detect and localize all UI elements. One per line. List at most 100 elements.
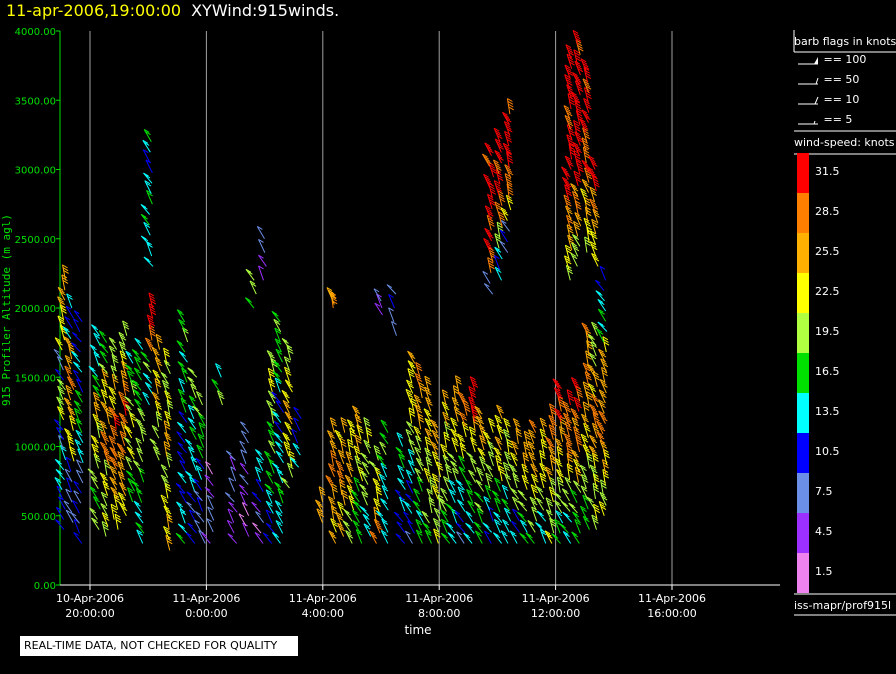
barb-flag [113, 359, 119, 364]
wind-barb [226, 519, 235, 534]
wind-barb [589, 464, 598, 479]
wind-barb [561, 176, 572, 190]
barb-shaft [455, 522, 466, 534]
barb-shaft [457, 433, 464, 448]
barb-shaft [469, 376, 476, 392]
barb-flag [508, 106, 514, 111]
wind-barb [488, 417, 496, 433]
barb-flag [330, 417, 336, 422]
barb-flag [91, 488, 97, 493]
barb-flag [92, 446, 99, 451]
barb-flag [537, 488, 544, 493]
barb-shaft [195, 457, 205, 470]
barb-flag [587, 345, 593, 350]
barb-flag [470, 376, 476, 381]
wind-barb [193, 490, 203, 502]
barb-flag [407, 360, 414, 365]
barb-flag [495, 479, 501, 484]
barb-shaft [256, 226, 265, 240]
barb-shaft [56, 378, 66, 391]
barb-flag [75, 429, 82, 434]
barb-flag [494, 246, 500, 251]
barb-flag [403, 511, 409, 516]
wind-barb [134, 511, 144, 524]
wind-barb [65, 385, 73, 401]
barb-shaft [346, 485, 354, 500]
barb-flag [591, 252, 597, 257]
wind-barb [397, 464, 405, 480]
barb-shaft [554, 458, 562, 473]
barb-shaft [574, 61, 581, 76]
wind-barb [176, 340, 186, 353]
barb-flag [502, 142, 509, 147]
barb-flag [581, 508, 587, 512]
barb-shaft [474, 491, 484, 503]
barb-shaft [216, 390, 223, 406]
barb-shaft [440, 518, 448, 533]
barb-flag [569, 132, 575, 136]
barb-shaft [75, 418, 83, 433]
barb-flag [485, 178, 492, 183]
barb-flag [92, 519, 99, 524]
barb-shaft [119, 431, 126, 446]
barb-flag [155, 403, 162, 408]
barb-flag [141, 431, 147, 436]
barb-flag [457, 433, 463, 438]
barb-shaft [136, 447, 144, 463]
barb-flag [317, 510, 324, 515]
barb-shaft [423, 408, 432, 422]
wind-barb [580, 485, 588, 500]
wind-barb [88, 365, 98, 377]
barb-shaft [121, 360, 127, 376]
wind-barb [405, 429, 413, 444]
barb-flag [70, 512, 77, 517]
barb-flag [592, 396, 598, 400]
barb-shaft [496, 404, 503, 419]
barb-flag [555, 410, 562, 415]
barb-flag [155, 383, 162, 388]
barb-flag [108, 435, 115, 440]
barb-shaft [554, 492, 564, 504]
wind-barb [92, 391, 101, 408]
barb-flag [505, 133, 511, 138]
wind-barb [187, 367, 198, 378]
wind-barb [558, 523, 569, 534]
wind-barb [123, 437, 133, 449]
barb-flag [137, 490, 143, 495]
wind-barb [164, 410, 172, 426]
barb-flag [362, 513, 369, 518]
barb-shaft [176, 340, 186, 353]
barb-flag [555, 502, 562, 507]
barb-flag [485, 205, 491, 210]
wind-barb [140, 204, 151, 215]
barb-flag [591, 246, 598, 251]
barb-flag [364, 525, 371, 530]
barb-shaft [140, 235, 151, 247]
barb-shaft [176, 431, 186, 444]
barb-shaft [408, 407, 413, 424]
barb-flag [497, 427, 504, 432]
speed-color-swatch [797, 353, 809, 393]
barb-shaft [264, 483, 275, 494]
barb-shaft [483, 174, 491, 188]
barb-flag [272, 462, 278, 467]
barb-flag [245, 268, 252, 273]
barb-shaft [271, 532, 281, 544]
barb-shaft [163, 420, 168, 437]
barb-shaft [530, 473, 538, 489]
barb-flag [90, 476, 97, 480]
barb-shaft [66, 477, 73, 493]
barb-flag [593, 503, 599, 508]
barb-flag [328, 496, 334, 500]
barb-flag [562, 176, 568, 181]
barb-flag [167, 540, 173, 545]
barb-flag [593, 475, 600, 480]
barb-flag [148, 324, 155, 329]
barb-flag [445, 463, 451, 468]
wind-barb [265, 489, 273, 504]
barb-flag [346, 477, 352, 481]
wind-barb [197, 433, 205, 448]
barb-shaft [586, 452, 590, 469]
barb-shaft [535, 522, 545, 533]
wind-barb [54, 419, 64, 431]
